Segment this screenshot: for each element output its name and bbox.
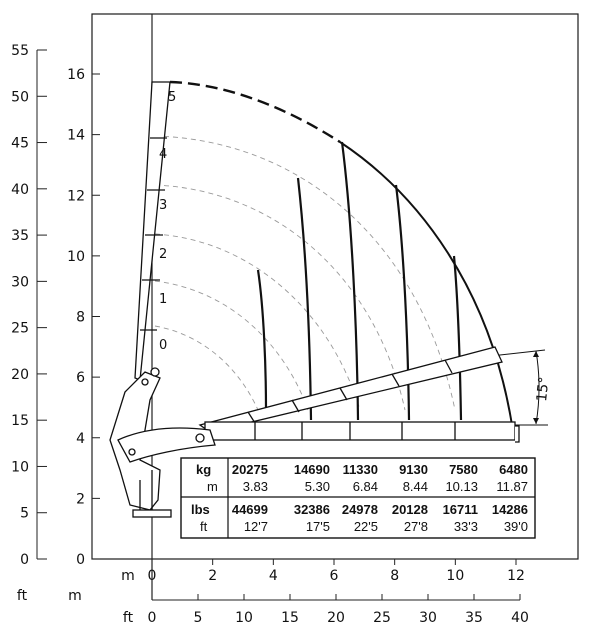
ft-left-tick-label: 10	[11, 459, 29, 475]
table-cell-lbs: 14286	[492, 502, 528, 517]
m-bottom-tick-label: 12	[507, 568, 525, 584]
ft-left-tick-label: 50	[11, 89, 29, 105]
arc-extension-2	[154, 233, 361, 411]
ft-left-tick-label: 40	[11, 182, 29, 198]
crane-column	[109, 367, 216, 518]
angle-arrow-bottom	[533, 418, 539, 424]
extension-labels: 0 1 2 3 4 5	[159, 90, 176, 353]
m-left-tick-label: 14	[67, 128, 85, 144]
load-curve-4	[394, 184, 411, 421]
m-left-tick-label: 2	[76, 491, 85, 507]
ft-bottom-unit: ft	[123, 610, 134, 626]
extension-label: 2	[159, 247, 167, 262]
angle-arc	[535, 350, 540, 425]
table-cell-m: 8.44	[403, 479, 428, 494]
table-cell-m: 3.83	[243, 479, 268, 494]
m-left-tick-label: 10	[67, 249, 85, 265]
m-bottom-tick-label: 2	[208, 568, 217, 584]
table-cell-lbs: 20128	[392, 502, 428, 517]
table-row-label-kg: kg	[196, 462, 211, 477]
table-cell-ft: 12'7	[244, 519, 268, 534]
load-table: kg 20275 14690 11330 9130 7580 6480 m 3.83 5.30 6.…	[180, 457, 536, 539]
m-left-tick-label: 16	[67, 67, 85, 83]
table-cell-ft: 17'5	[306, 519, 330, 534]
ft-left-tick-label: 55	[11, 43, 29, 59]
table-cell-ft: 39'0	[504, 519, 528, 534]
m-bottom-unit: m	[121, 568, 135, 584]
m-bottom-tick-label: 8	[390, 568, 399, 584]
table-row-label-ft: ft	[200, 519, 208, 534]
m-left-tick-label: 12	[67, 188, 85, 204]
angle-arrow-top	[533, 351, 539, 357]
ft-bottom-tick-label: 10	[235, 610, 253, 626]
load-curve-5	[452, 255, 463, 421]
extension-label: 5	[168, 90, 176, 105]
arc-extension-4	[154, 135, 456, 411]
table-cell-ft: 27'8	[404, 519, 428, 534]
envelope-solid-right	[339, 141, 513, 426]
ft-bottom-tick-label: 5	[194, 610, 203, 626]
m-bottom-tick-label: 6	[330, 568, 339, 584]
angle-label: 15°	[534, 376, 553, 402]
table-cell-kg: 11330	[343, 462, 378, 477]
m-left-tick-label: 6	[76, 370, 85, 386]
extension-label: 0	[159, 338, 167, 353]
ft-left-tick-label: 5	[20, 506, 29, 522]
ft-left-tick-label: 20	[11, 367, 29, 383]
extension-label: 1	[159, 292, 167, 307]
ft-bottom-tick-label: 20	[327, 610, 345, 626]
extension-arcs	[154, 135, 456, 411]
ft-bottom-tick-label: 35	[465, 610, 483, 626]
table-cell-ft: 33'3	[454, 519, 478, 534]
ft-left-tick-label: 0	[20, 552, 29, 568]
table-cell-m: 5.30	[305, 479, 330, 494]
load-curve-1	[256, 269, 268, 411]
arc-extension-0	[154, 325, 259, 411]
table-row-label-m: m	[207, 479, 218, 494]
ft-left-tick-label: 15	[11, 413, 29, 429]
table-cell-kg: 14690	[294, 462, 330, 477]
arc-extension-1	[154, 280, 309, 411]
ft-left-unit: ft	[17, 588, 28, 604]
table-cell-lbs: 32386	[294, 502, 330, 517]
table-cell-kg: 20275	[232, 462, 268, 477]
m-bottom-tick-label: 10	[446, 568, 464, 584]
m-left-tick-label: 8	[76, 310, 85, 326]
table-cell-kg: 6480	[499, 462, 528, 477]
load-curve-2	[296, 177, 313, 421]
horizontal-boom	[204, 421, 520, 443]
table-cell-kg: 9130	[399, 462, 428, 477]
table-cell-lbs: 16711	[443, 502, 478, 517]
arc-extension-3	[154, 184, 406, 411]
ft-bottom-tick-label: 0	[148, 610, 157, 626]
extension-label: 3	[159, 198, 167, 213]
ft-bottom-tick-label: 25	[373, 610, 391, 626]
table-cell-m: 6.84	[353, 479, 378, 494]
m-bottom-tick-label: 0	[148, 568, 157, 584]
table-cell-kg: 7580	[449, 462, 478, 477]
tick-marks	[37, 49, 521, 600]
table-row-label-lbs: lbs	[191, 502, 210, 517]
extension-label: 4	[159, 147, 167, 162]
ft-bottom-tick-label: 15	[281, 610, 299, 626]
m-left-unit: m	[68, 588, 82, 604]
envelope-dashed-top	[169, 80, 341, 144]
ft-bottom-tick-label: 40	[511, 610, 529, 626]
m-bottom-tick-label: 4	[269, 568, 278, 584]
table-cell-ft: 22'5	[354, 519, 378, 534]
table-cell-lbs: 44699	[232, 502, 268, 517]
ft-bottom-tick-label: 30	[419, 610, 437, 626]
table-cell-m: 10.13	[445, 479, 478, 494]
ft-left-tick-label: 35	[11, 228, 29, 244]
m-left-tick-label: 0	[76, 552, 85, 568]
inclined-boom	[198, 346, 503, 433]
m-left-tick-label: 4	[76, 431, 85, 447]
ft-left-tick-label: 30	[11, 274, 29, 290]
ft-left-tick-label: 45	[11, 136, 29, 152]
ft-left-tick-label: 25	[11, 321, 29, 337]
table-cell-m: 11.87	[496, 479, 528, 494]
table-cell-lbs: 24978	[342, 502, 378, 517]
